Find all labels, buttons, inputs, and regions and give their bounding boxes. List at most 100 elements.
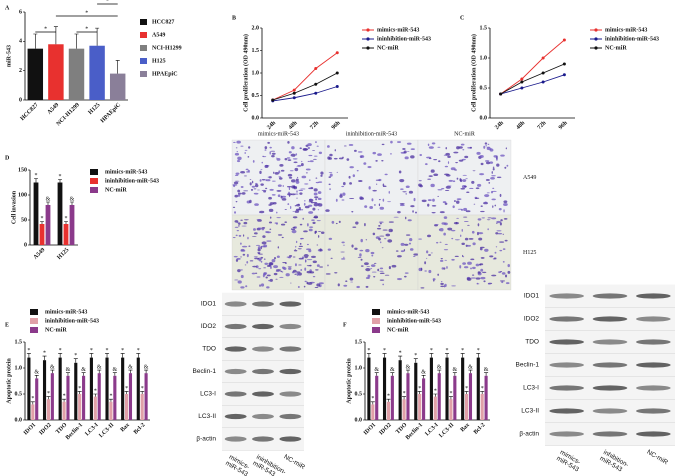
- stained-cell: [296, 272, 299, 276]
- stained-cell: [454, 169, 458, 171]
- bar: [31, 404, 35, 420]
- stained-cell: [461, 242, 465, 246]
- legend-swatch: [140, 19, 147, 25]
- bar: [27, 357, 31, 420]
- legend-marker: [594, 46, 598, 50]
- stained-cell: [245, 285, 248, 288]
- data-point: [335, 71, 339, 75]
- stained-cell: [470, 267, 472, 270]
- stained-cell: [404, 156, 409, 160]
- stained-cell: [412, 210, 414, 213]
- significance-mark: &: [437, 364, 442, 370]
- stained-cell: [460, 234, 462, 238]
- significance-mark: *: [371, 396, 374, 402]
- error-bar: [452, 372, 457, 376]
- band: [636, 362, 671, 368]
- stained-cell: [472, 242, 476, 246]
- stained-cell: [431, 211, 436, 214]
- stained-cell: [236, 221, 239, 224]
- band: [636, 339, 671, 345]
- error-bar: [476, 353, 481, 358]
- stained-cell: [233, 255, 238, 258]
- stained-cell: [375, 179, 380, 181]
- stained-cell: [434, 224, 438, 227]
- stained-cell: [290, 228, 293, 231]
- stained-cell: [370, 264, 376, 267]
- stained-cell: [289, 170, 294, 172]
- panel-label: C: [460, 15, 464, 21]
- stained-cell: [441, 280, 443, 283]
- stained-cell: [325, 273, 331, 275]
- stained-cell: [496, 230, 502, 232]
- stained-cell: [319, 266, 324, 268]
- stained-cell: [381, 143, 385, 146]
- stained-cell: [288, 151, 292, 154]
- stained-cell: [273, 272, 278, 276]
- significance-mark: *: [109, 394, 112, 400]
- stained-cell: [479, 246, 485, 249]
- stained-cell: [264, 146, 268, 150]
- error-bar: [105, 353, 110, 358]
- stained-cell: [463, 207, 468, 212]
- stained-cell: [294, 210, 300, 213]
- stained-cell: [295, 178, 299, 182]
- band-label: IDO1: [524, 293, 540, 300]
- stained-cell: [352, 226, 357, 228]
- stained-cell: [237, 194, 241, 197]
- stained-cell: [502, 248, 506, 250]
- stained-cell: [317, 234, 320, 238]
- stained-cell: [342, 156, 344, 159]
- stained-cell: [236, 159, 241, 163]
- stained-cell: [484, 248, 489, 252]
- error-bar: [460, 353, 465, 358]
- stained-cell: [418, 238, 422, 240]
- significance-mark: &: [34, 370, 39, 376]
- stained-cell: [439, 228, 444, 232]
- error-bar: [398, 355, 403, 361]
- stained-cell: [291, 146, 295, 150]
- stained-cell: [489, 161, 494, 164]
- stained-cell: [462, 179, 467, 182]
- stained-cell: [237, 156, 242, 161]
- stained-cell: [463, 185, 467, 188]
- stained-cell: [492, 166, 495, 169]
- stained-cell: [397, 210, 401, 214]
- stained-cell: [459, 265, 462, 269]
- stained-cell: [379, 270, 384, 272]
- stained-cell: [357, 151, 363, 153]
- stained-cell: [313, 201, 318, 204]
- legend-marker: [594, 37, 598, 41]
- bar: [39, 224, 45, 245]
- stained-cell: [291, 193, 296, 196]
- stained-cell: [309, 160, 314, 163]
- legend-swatch: [140, 32, 147, 38]
- series-line: [500, 63, 565, 95]
- bar: [433, 396, 437, 420]
- stained-cell: [342, 182, 346, 186]
- stained-cell: [249, 260, 254, 262]
- y-tick-label: 1.0: [15, 365, 23, 371]
- band: [224, 346, 247, 352]
- legend-swatch: [140, 58, 147, 64]
- stained-cell: [237, 192, 242, 195]
- stained-cell: [454, 255, 459, 257]
- stained-cell: [276, 157, 281, 161]
- stained-cell: [477, 232, 484, 235]
- stained-cell: [301, 160, 303, 163]
- y-tick-label: 0.0: [480, 115, 488, 121]
- stained-cell: [405, 185, 410, 188]
- stained-cell: [484, 201, 487, 204]
- stained-cell: [298, 189, 304, 191]
- stained-cell: [327, 145, 330, 148]
- stained-cell: [376, 183, 378, 185]
- band: [549, 385, 585, 391]
- stained-cell: [471, 230, 475, 234]
- stained-cell: [365, 285, 369, 288]
- lane-label: mimics-miR-543: [555, 449, 584, 474]
- stained-cell: [349, 166, 354, 169]
- stained-cell: [255, 244, 261, 246]
- stained-cell: [308, 187, 314, 190]
- stained-cell: [299, 192, 303, 195]
- stained-cell: [475, 263, 480, 267]
- error-bar: [42, 355, 47, 361]
